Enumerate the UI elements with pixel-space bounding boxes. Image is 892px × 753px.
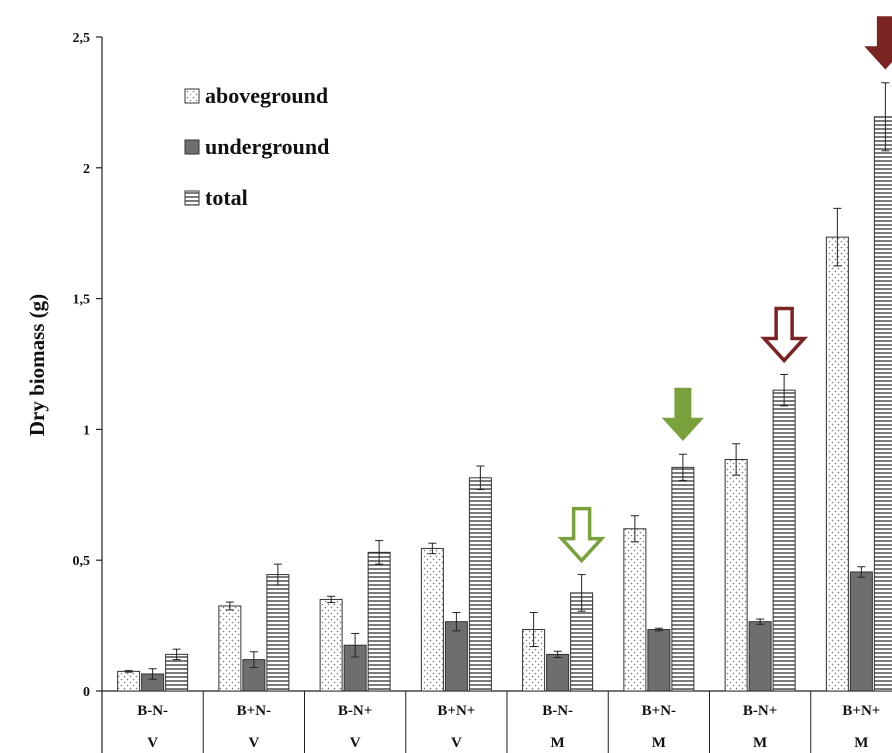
y-tick-label: 2 (83, 162, 90, 177)
x-tick-label: B-N+ (743, 703, 777, 719)
hollow-arrow (760, 306, 809, 364)
bar-total (873, 116, 892, 692)
x-tick-label: B+N+ (842, 703, 880, 719)
bar-aboveground (825, 236, 849, 692)
x-tick-label: B-N+ (338, 703, 372, 719)
hollow-arrow (557, 506, 606, 564)
x-group-label: V (350, 735, 361, 751)
x-tick-label: B+N+ (437, 703, 475, 719)
x-tick-label: B+N- (237, 703, 271, 719)
legend-label-total: total (205, 185, 248, 210)
filled-arrow (661, 387, 705, 441)
bar-aboveground (420, 547, 444, 692)
bar-total (266, 574, 290, 692)
bar-total (367, 551, 391, 692)
legend-label-aboveground: aboveground (205, 83, 328, 108)
y-tick-label: 0,5 (73, 554, 91, 569)
bar-aboveground (218, 605, 242, 692)
y-tick-label: 1 (83, 423, 90, 438)
x-tick-label: B-N- (137, 703, 168, 719)
bar-aboveground (117, 670, 141, 692)
bar-underground (546, 653, 570, 692)
bar-underground (748, 621, 772, 692)
bar-underground (647, 629, 671, 692)
x-group-label: M (854, 735, 868, 751)
bar-aboveground (724, 458, 748, 692)
bar-aboveground (623, 528, 647, 692)
y-tick-label: 1,5 (73, 293, 91, 308)
x-tick-label: B+N- (642, 703, 676, 719)
legend-swatch-underground (184, 139, 200, 155)
bar-underground (849, 571, 873, 692)
x-group-label: M (551, 735, 565, 751)
x-group-label: M (652, 735, 666, 751)
x-group-label: V (451, 735, 462, 751)
annotation-arrows (557, 16, 892, 564)
x-group-label: V (147, 735, 158, 751)
y-tick-label: 2,5 (73, 31, 91, 46)
bar-total (671, 466, 695, 692)
x-group-label: M (753, 735, 767, 751)
y-tick-label: 0 (83, 685, 90, 700)
x-tick-label: B-N- (542, 703, 573, 719)
bar-underground (444, 621, 468, 692)
bar-total (772, 389, 796, 692)
legend-swatch-aboveground (184, 88, 200, 104)
bar-aboveground (319, 598, 343, 692)
x-group-label: V (248, 735, 259, 751)
filled-arrow (864, 16, 892, 70)
error-bars (124, 82, 890, 680)
legend-label-underground: underground (205, 134, 329, 159)
legend: aboveground underground total (184, 83, 329, 210)
y-axis-title: Dry biomass (g) (25, 294, 49, 436)
bar-total (468, 477, 492, 692)
bars (117, 116, 892, 692)
legend-swatch-total (184, 190, 200, 206)
